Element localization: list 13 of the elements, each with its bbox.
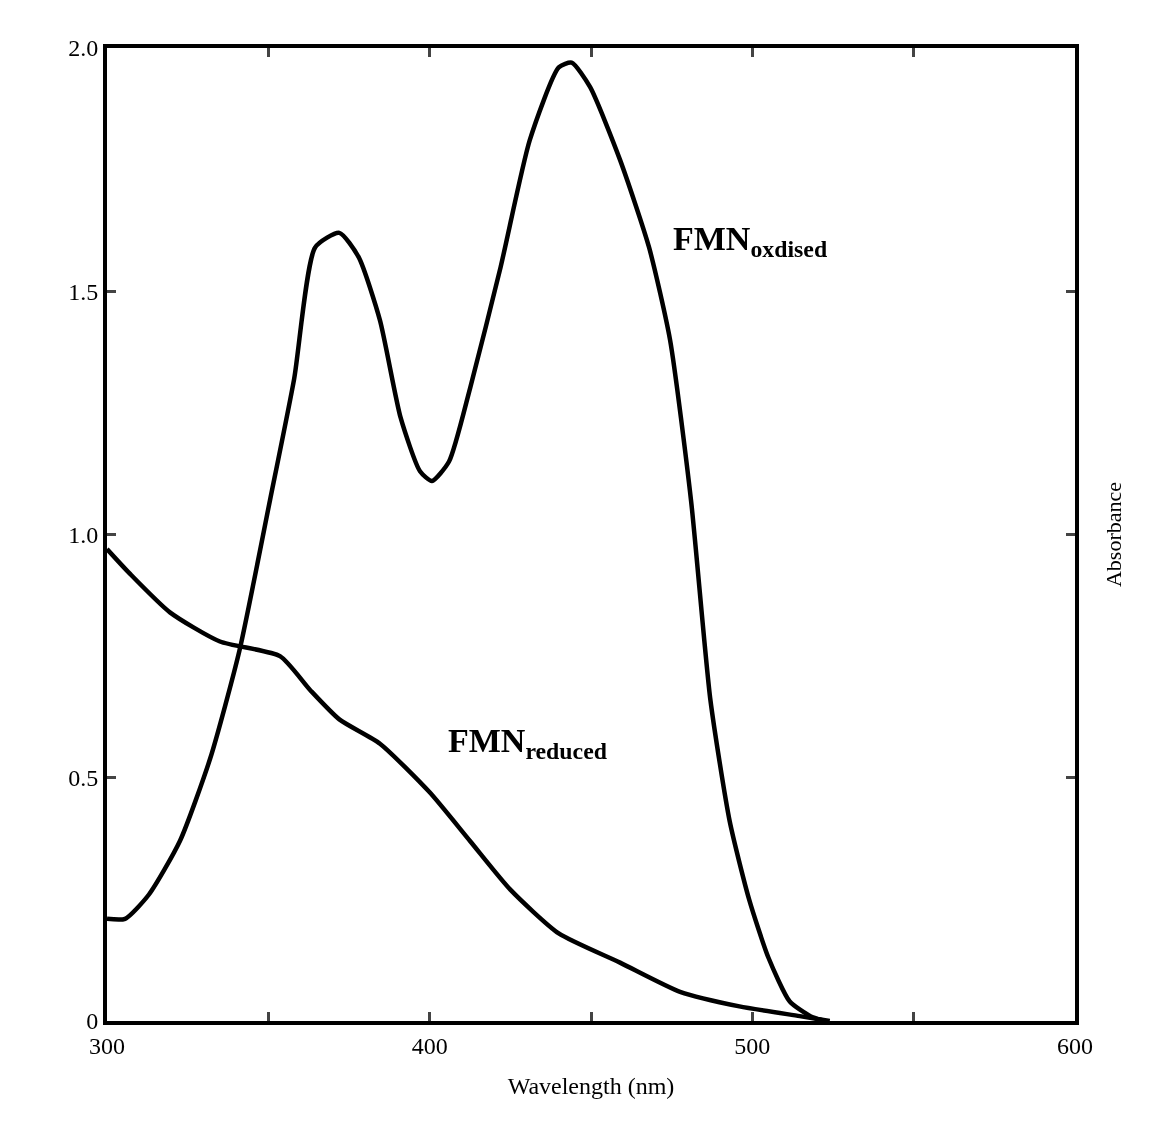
x-axis-title: Wavelength (nm) bbox=[507, 1072, 675, 1099]
y-tick-label: 1.0 bbox=[68, 521, 99, 548]
y-tick-label: 2.0 bbox=[68, 35, 99, 62]
y-tick-label: 1.5 bbox=[68, 278, 99, 305]
series-label: FMN$_{oxdised}$ bbox=[673, 220, 828, 263]
x-tick-label: 600 bbox=[1057, 1032, 1093, 1059]
x-tick-label: 500 bbox=[734, 1032, 771, 1059]
x-tick-label: 400 bbox=[411, 1032, 448, 1059]
series-label: FMN$_{reduced}$ bbox=[448, 722, 607, 765]
y-tick-label: 0.5 bbox=[68, 765, 99, 792]
y-tick-label: 0 bbox=[86, 1008, 99, 1035]
x-tick-label: 300 bbox=[89, 1032, 125, 1059]
y-axis-title: Absorbance bbox=[1100, 481, 1126, 588]
